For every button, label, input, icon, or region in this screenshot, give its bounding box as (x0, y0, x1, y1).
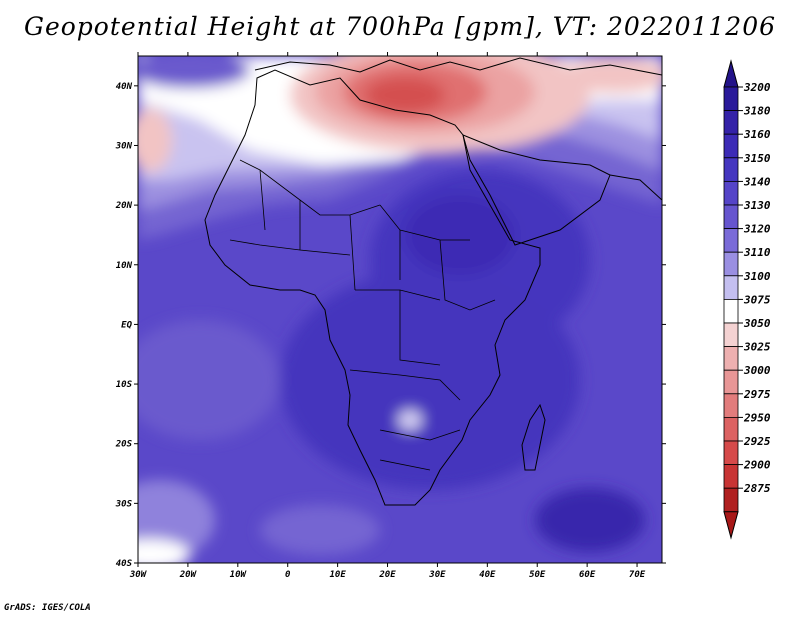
colorbar-label: 2950 (743, 411, 771, 424)
colorbar-swatch (723, 251, 739, 277)
africa-coastline (204, 69, 541, 506)
lon-tick-label: 60E (579, 570, 596, 580)
lon-tick-label: 20W (179, 570, 198, 580)
colorbar-label: 3000 (743, 364, 771, 377)
lon-tick-label: 40E (479, 570, 496, 580)
colorbar-label: 3180 (743, 105, 771, 118)
colorbar-swatch (723, 275, 739, 300)
colorbar-swatch (723, 298, 739, 324)
colorbar-swatch (723, 180, 739, 206)
map-title: Geopotential Height at 700hPa [gpm], VT:… (23, 12, 777, 41)
arabia-coastline (462, 134, 611, 246)
colorbar-swatch (723, 110, 739, 135)
lat-tick-label: 40S (116, 559, 133, 569)
colorbar-label: 2925 (743, 435, 771, 448)
lon-tick-label: 10W (230, 570, 248, 580)
lon-tick-label: 50E (529, 570, 546, 580)
lat-tick-label: 20S (115, 440, 133, 450)
coastlines (204, 57, 662, 506)
lon-tick-label: 0 (285, 570, 291, 580)
lon-tick-label: 30E (428, 570, 446, 580)
colorbar-label: 3120 (743, 223, 771, 236)
lat-tick-label: 30S (115, 499, 133, 509)
lat-tick-label: 10N (116, 261, 133, 271)
lat-tick-label: 40N (116, 82, 133, 92)
lon-tick-label: 70E (629, 570, 646, 580)
colorbar-label: 3025 (743, 341, 771, 354)
colorbar-label: 3110 (743, 246, 771, 259)
colorbar-label: 2900 (743, 459, 771, 472)
colorbar-swatch (723, 228, 739, 253)
colorbar-swatch (723, 204, 739, 230)
colorbar-label: 3050 (743, 317, 771, 330)
colorbar-label: 3200 (743, 81, 771, 94)
lat-tick-label: 10S (116, 380, 133, 390)
madagascar (521, 403, 546, 471)
colorbar-label: 3100 (743, 270, 771, 283)
lon-tick-label: 30W (129, 570, 148, 580)
colorbar-label: 3140 (743, 175, 771, 188)
lat-tick-label: 30N (115, 141, 133, 151)
colorbar: 3200 3180 3160 3150 3140 3130 3120 3110 3100 3075… (723, 59, 771, 540)
colorbar-label: 3160 (743, 128, 771, 141)
colorbar-top-arrow (723, 59, 739, 88)
colorbar-swatch (723, 369, 739, 395)
footer-credit: GrADS: IGES/COLA (4, 603, 91, 613)
lon-tick-label: 20E (378, 570, 396, 580)
colorbar-swatch (723, 157, 739, 182)
europe-coast (254, 57, 662, 76)
lat-tick-label: EQ (121, 320, 132, 330)
colorbar-swatch (723, 440, 739, 466)
colorbar-swatch (723, 393, 739, 418)
colorbar-swatch (723, 86, 739, 112)
colorbar-swatch (723, 133, 739, 159)
country-borders (229, 159, 496, 471)
colorbar-swatch (723, 322, 739, 348)
height-field (138, 56, 662, 563)
lat-tick-label: 20N (115, 201, 133, 211)
colorbar-swatch (723, 416, 739, 442)
colorbar-label: 2875 (743, 482, 771, 495)
middle-east-coast (609, 174, 662, 201)
colorbar-swatch (723, 487, 739, 513)
colorbar-bottom-arrow (723, 511, 739, 540)
colorbar-label: 2975 (743, 388, 771, 401)
colorbar-label: 3150 (743, 152, 771, 165)
colorbar-swatch (723, 346, 739, 371)
colorbar-label: 3130 (743, 199, 771, 212)
map-frame (137, 55, 663, 564)
colorbar-label: 3075 (743, 293, 771, 306)
axis-ticks: 30W 20W 10W 0 10E 20E 30E 40E 50E 60E 70E 40N 30N 20N… (115, 52, 666, 580)
lon-tick-label: 10E (329, 570, 346, 580)
colorbar-swatch (723, 464, 739, 489)
